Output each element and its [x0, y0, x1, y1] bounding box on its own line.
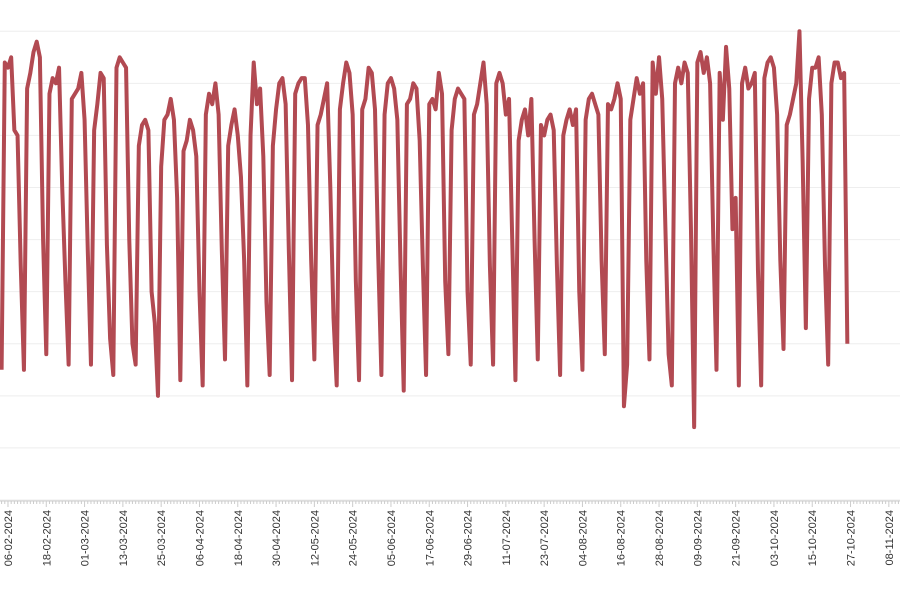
- x-tick-label: 06-02-2024: [3, 510, 15, 566]
- x-tick-label: 11-07-2024: [501, 510, 513, 565]
- x-tick-label: 30-04-2024: [271, 510, 283, 566]
- x-tick-label: 27-10-2024: [846, 510, 858, 566]
- x-tick-label: 13-03-2024: [118, 510, 130, 566]
- x-tick-label: 17-06-2024: [424, 510, 436, 566]
- x-tick-label: 29-06-2024: [463, 510, 475, 566]
- x-tick-label: 28-08-2024: [654, 510, 666, 566]
- x-tick-label: 25-03-2024: [156, 510, 168, 566]
- x-tick-label: 04-08-2024: [577, 510, 589, 566]
- x-tick-label: 24-05-2024: [348, 510, 360, 566]
- x-tick-label: 21-09-2024: [731, 510, 743, 566]
- x-tick-label: 23-07-2024: [539, 510, 551, 566]
- x-tick-label: 16-08-2024: [616, 510, 628, 566]
- data-line: [0, 29, 850, 430]
- x-tick-label: 03-10-2024: [769, 510, 781, 566]
- x-tick-label: 15-10-2024: [807, 510, 819, 566]
- x-tick-label: 01-03-2024: [80, 510, 92, 566]
- x-tick-label: 09-09-2024: [692, 510, 704, 566]
- x-tick-label: 06-04-2024: [194, 510, 206, 566]
- x-tick-label: 18-02-2024: [41, 510, 53, 566]
- x-tick-label: 08-11-2024: [884, 510, 896, 565]
- x-tick-label: 12-05-2024: [309, 510, 321, 566]
- x-tick-label: 18-04-2024: [233, 510, 245, 566]
- x-tick-label: 05-06-2024: [386, 510, 398, 566]
